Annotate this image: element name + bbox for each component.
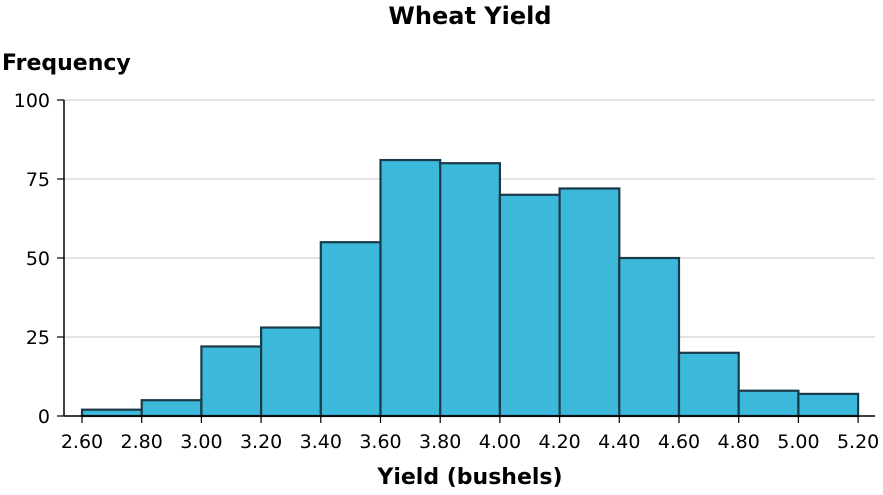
x-tick-label: 3.00 <box>180 431 222 453</box>
x-axis-title: Yield (bushels) <box>376 465 562 490</box>
x-tick-label: 5.00 <box>777 431 819 453</box>
x-tick-label: 3.40 <box>300 431 342 453</box>
x-tick-label: 4.00 <box>479 431 521 453</box>
x-tick-label: 3.80 <box>419 431 461 453</box>
histogram-bar <box>618 256 681 418</box>
histogram-bar <box>737 389 800 418</box>
y-tick-labels: 0 25 50 75 100 <box>14 90 50 428</box>
histogram-bar <box>140 399 203 418</box>
x-tick-label: 2.60 <box>61 431 103 453</box>
histogram-bar <box>319 241 382 418</box>
y-tick-label: 100 <box>14 90 50 112</box>
histogram-bar <box>80 408 143 418</box>
x-tick-label: 2.80 <box>121 431 163 453</box>
x-tick-label: 4.40 <box>598 431 640 453</box>
histogram-bar <box>558 187 621 418</box>
histogram-bar <box>379 158 442 418</box>
x-tick-label: 4.80 <box>718 431 760 453</box>
bars <box>80 158 860 418</box>
histogram-bar <box>200 345 263 418</box>
chart-title: Wheat Yield <box>388 2 551 30</box>
histogram-bar <box>797 392 860 418</box>
x-tick-label: 4.20 <box>538 431 580 453</box>
axes <box>57 99 875 423</box>
y-tick-label: 0 <box>38 406 50 428</box>
x-tick-label: 5.20 <box>837 431 879 453</box>
x-tick-labels: 2.60 2.80 3.00 3.20 3.40 3.60 3.80 4.00 4.20 4.40… <box>61 431 879 453</box>
x-tick-label: 3.60 <box>359 431 401 453</box>
y-tick-label: 50 <box>26 248 50 270</box>
y-tick-label: 75 <box>26 169 50 191</box>
histogram-bar <box>498 193 561 418</box>
histogram-bar <box>260 326 322 418</box>
x-tick-label: 4.60 <box>658 431 700 453</box>
y-tick-label: 25 <box>26 327 50 349</box>
histogram-bar <box>439 162 502 418</box>
x-tick-label: 3.20 <box>240 431 282 453</box>
histogram-bar <box>677 351 740 418</box>
y-axis-title: Frequency <box>2 51 131 76</box>
